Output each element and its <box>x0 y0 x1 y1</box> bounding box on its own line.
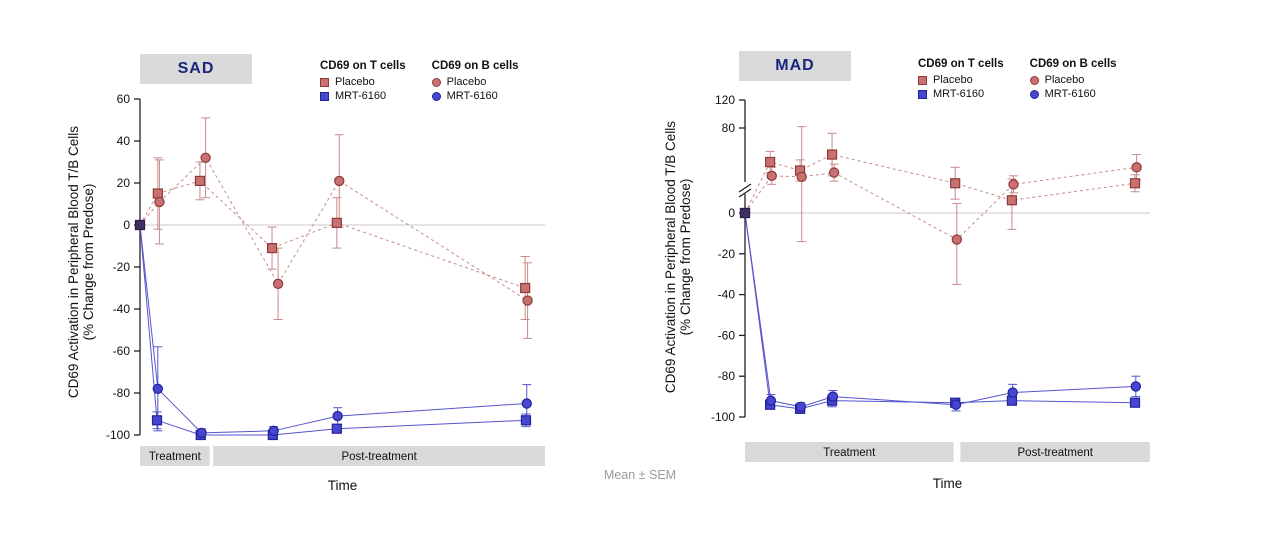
svg-text:-100: -100 <box>106 428 130 442</box>
svg-text:-80: -80 <box>113 386 131 400</box>
legend-label: MRT-6160 <box>1044 88 1096 100</box>
svg-text:-80: -80 <box>718 369 736 383</box>
legend-label: Placebo <box>933 74 973 86</box>
mrt-square-marker-icon <box>918 89 927 99</box>
placebo-square-marker-icon <box>320 77 329 87</box>
svg-text:-40: -40 <box>113 302 131 316</box>
legend-label: Placebo <box>446 76 487 88</box>
svg-text:Treatment: Treatment <box>823 447 876 459</box>
y-axis-label-line1: CD69 Activation in Peripheral Blood T/B … <box>663 120 678 394</box>
svg-text:80: 80 <box>722 121 736 135</box>
placebo-circle-marker-icon <box>1029 75 1039 85</box>
placebo-circle-marker-icon <box>431 77 441 87</box>
svg-text:20: 20 <box>117 176 131 190</box>
legend-label: MRT-6160 <box>933 88 985 100</box>
legend-item-mrt-b: MRT-6160 <box>1029 88 1117 100</box>
mrt-circle-marker-icon <box>1029 89 1039 99</box>
svg-text:120: 120 <box>715 93 735 107</box>
legend-item-mrt-b: MRT-6160 <box>431 90 519 102</box>
x-axis-label-sad: Time <box>327 478 358 493</box>
legend-item-placebo-t: Placebo <box>320 76 406 88</box>
mrt-square-marker-icon <box>320 91 329 101</box>
legend-b-cells: CD69 on B cells Placebo MRT-6160 <box>431 60 519 102</box>
svg-text:-100: -100 <box>711 410 735 424</box>
y-axis-label-line2: (% Change from Predose) <box>81 183 96 341</box>
legend-item-mrt-t: MRT-6160 <box>918 88 1004 100</box>
svg-text:-60: -60 <box>113 344 131 358</box>
panel-title-mad: MAD <box>739 51 851 81</box>
x-axis-label-mad: Time <box>932 476 963 491</box>
svg-text:-40: -40 <box>718 288 736 302</box>
svg-text:-20: -20 <box>718 247 736 261</box>
svg-text:40: 40 <box>117 134 131 148</box>
legend-b-header: CD69 on B cells <box>431 60 519 72</box>
legend-item-placebo-t: Placebo <box>918 74 1004 86</box>
y-axis-label-line2: (% Change from Predose) <box>678 178 693 336</box>
svg-text:Post-treatment: Post-treatment <box>341 451 417 463</box>
legend-t-header: CD69 on T cells <box>918 58 1004 70</box>
placebo-square-marker-icon <box>918 75 927 85</box>
svg-text:-60: -60 <box>718 328 736 342</box>
y-axis-label-sad: CD69 Activation in Peripheral Blood T/B … <box>66 92 96 432</box>
legend-item-placebo-b: Placebo <box>431 76 519 88</box>
legend-item-mrt-t: MRT-6160 <box>320 90 406 102</box>
svg-text:0: 0 <box>728 206 735 220</box>
legend-sad: CD69 on T cells Placebo MRT-6160 CD69 on… <box>320 60 519 102</box>
legend-item-placebo-b: Placebo <box>1029 74 1117 86</box>
mrt-circle-marker-icon <box>431 91 441 101</box>
y-axis-label-mad: CD69 Activation in Peripheral Blood T/B … <box>663 87 693 427</box>
legend-b-header: CD69 on B cells <box>1029 58 1117 70</box>
y-axis-label-line1: CD69 Activation in Peripheral Blood T/B … <box>66 125 81 399</box>
svg-text:-20: -20 <box>113 260 131 274</box>
svg-text:60: 60 <box>117 92 131 106</box>
legend-label: MRT-6160 <box>335 90 387 102</box>
mean-sem-note: Mean ± SEM <box>603 468 677 482</box>
legend-t-header: CD69 on T cells <box>320 60 406 72</box>
legend-b-cells: CD69 on B cells Placebo MRT-6160 <box>1029 58 1117 100</box>
svg-text:Post-treatment: Post-treatment <box>1018 447 1094 459</box>
legend-t-cells: CD69 on T cells Placebo MRT-6160 <box>320 60 406 102</box>
legend-t-cells: CD69 on T cells Placebo MRT-6160 <box>918 58 1004 100</box>
legend-label: Placebo <box>1044 74 1085 86</box>
legend-label: MRT-6160 <box>446 90 498 102</box>
legend-label: Placebo <box>335 76 375 88</box>
panel-title-sad: SAD <box>140 54 252 84</box>
legend-mad: CD69 on T cells Placebo MRT-6160 CD69 on… <box>918 58 1117 100</box>
svg-text:0: 0 <box>123 218 130 232</box>
svg-text:Treatment: Treatment <box>149 451 202 463</box>
